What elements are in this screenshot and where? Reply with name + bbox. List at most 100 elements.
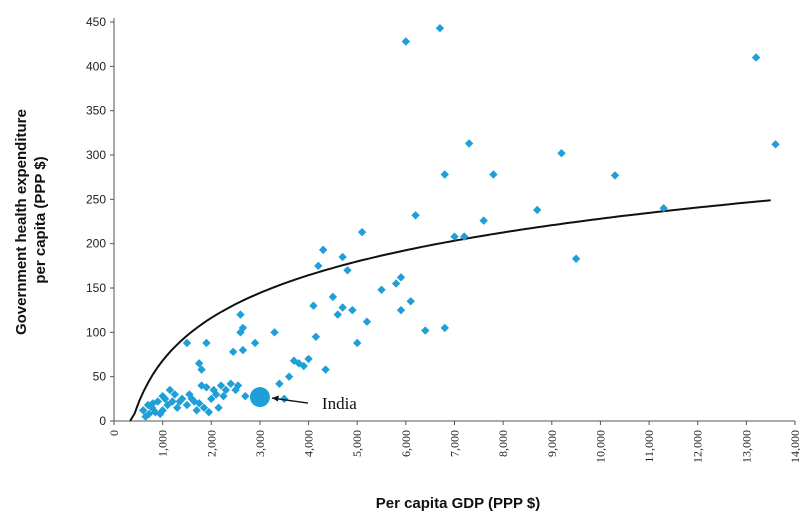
data-point: [214, 403, 223, 412]
data-point: [464, 139, 474, 148]
data-point: [144, 409, 154, 419]
data-point: [238, 345, 248, 355]
data-point: [280, 394, 289, 404]
x-tick-label: 4,000: [302, 430, 316, 457]
data-point: [207, 394, 216, 404]
data-point: [771, 140, 780, 149]
data-point: [557, 149, 566, 158]
data-point: [333, 310, 342, 319]
x-tick-label: 6,000: [399, 430, 413, 457]
data-point: [194, 359, 204, 368]
data-point: [228, 347, 238, 357]
x-axis-title: Per capita GDP (PPP $): [376, 495, 541, 512]
data-point: [435, 24, 445, 33]
data-point: [391, 279, 401, 288]
data-point: [314, 261, 323, 271]
data-point: [202, 338, 211, 348]
x-tick-label: 14,000: [788, 430, 800, 463]
data-point: [348, 305, 357, 315]
data-point: [199, 403, 209, 412]
data-point: [238, 323, 248, 333]
data-point: [163, 400, 172, 410]
data-point: [311, 332, 321, 341]
data-point: [396, 305, 406, 315]
data-point: [241, 391, 250, 401]
data-point: [192, 406, 201, 415]
y-tick-label: 300: [86, 148, 106, 162]
data-point: [309, 301, 318, 310]
data-point: [202, 383, 211, 392]
data-point: [168, 397, 177, 406]
data-point: [338, 303, 347, 312]
data-point: [211, 390, 221, 399]
data-point: [406, 297, 415, 306]
x-tick-label: 5,000: [350, 430, 364, 457]
india-pointer-arrowhead: [271, 395, 279, 402]
data-point: [231, 385, 240, 395]
x-tick-label: 13,000: [739, 430, 753, 463]
data-point: [170, 390, 180, 399]
data-point: [194, 399, 204, 408]
x-tick-label: 10,000: [593, 430, 607, 463]
annotation-layer: India: [249, 387, 357, 413]
data-point: [318, 245, 328, 255]
data-point: [328, 292, 338, 302]
data-point: [165, 385, 175, 395]
data-point: [216, 381, 226, 390]
x-tick-label: 8,000: [496, 430, 510, 457]
y-tick-label: 200: [86, 237, 106, 251]
data-point: [353, 338, 362, 348]
points-layer: [138, 24, 780, 421]
data-point: [236, 310, 245, 319]
data-point: [321, 365, 330, 374]
y-axis-title: Government health expenditure per capita…: [13, 105, 49, 335]
data-point: [396, 273, 406, 282]
data-point: [204, 407, 214, 417]
data-point: [338, 252, 347, 262]
data-point: [284, 372, 294, 381]
data-point: [219, 391, 228, 401]
x-tick-label: 2,000: [204, 430, 218, 457]
data-point: [440, 323, 449, 333]
data-point: [304, 354, 313, 364]
x-tick-label: 11,000: [642, 430, 656, 463]
data-point: [158, 406, 167, 415]
x-tick-label: 7,000: [448, 430, 462, 457]
data-point: [270, 328, 279, 337]
data-point: [610, 171, 620, 180]
data-point: [177, 394, 187, 404]
data-point: [489, 170, 498, 179]
data-point: [226, 379, 235, 388]
data-point: [275, 379, 284, 388]
data-point: [160, 394, 170, 404]
y-tick-label: 0: [99, 414, 106, 428]
data-point: [182, 400, 192, 410]
data-point: [377, 285, 386, 294]
y-axis-title-line-1: Government health expenditure: [13, 109, 30, 335]
axes: 0 50 100 150 200 250 300 350 400 450 0 1,000 2,000 3,…: [86, 15, 800, 463]
data-point: [532, 205, 542, 215]
data-point: [440, 170, 449, 179]
data-point: [357, 227, 367, 237]
y-tick-label: 50: [93, 370, 107, 384]
data-point: [479, 216, 488, 225]
data-point: [153, 397, 162, 406]
data-point: [197, 365, 206, 374]
x-tick-label: 0: [107, 430, 121, 436]
y-tick-label: 250: [86, 192, 106, 206]
data-point: [411, 211, 420, 220]
data-point: [182, 338, 192, 348]
x-tick-label: 1,000: [156, 430, 170, 457]
y-tick-label: 100: [86, 325, 106, 339]
data-point: [233, 381, 243, 390]
y-tick-label: 350: [86, 104, 106, 118]
y-axis-title-line-2: per capita (PPP $): [32, 156, 49, 283]
data-point: [299, 361, 308, 371]
y-tick-label: 450: [86, 15, 106, 29]
data-point: [450, 232, 459, 241]
y-tick-label: 150: [86, 281, 106, 295]
data-point: [421, 326, 430, 335]
data-point: [751, 53, 761, 62]
data-point: [343, 266, 352, 275]
